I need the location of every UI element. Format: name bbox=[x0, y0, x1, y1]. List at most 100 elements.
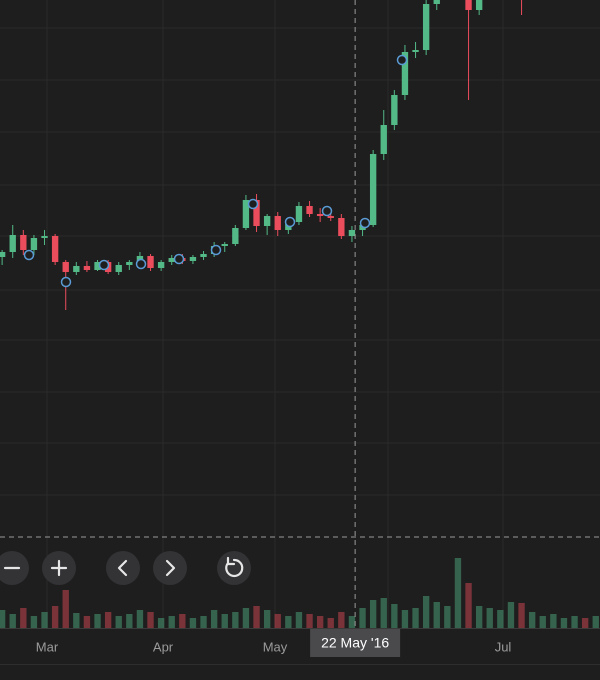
volume-bar bbox=[73, 613, 80, 628]
candle-body bbox=[274, 216, 281, 230]
volume-bar bbox=[338, 612, 345, 628]
volume-bar bbox=[401, 610, 409, 628]
crosshair-label-box bbox=[310, 629, 401, 657]
candle-body bbox=[126, 262, 133, 265]
volume-bar bbox=[528, 612, 536, 628]
candle-body bbox=[73, 266, 80, 272]
volume-bar bbox=[62, 590, 69, 628]
candle-body bbox=[157, 262, 165, 268]
candle-body bbox=[338, 218, 345, 236]
volume-bar bbox=[316, 616, 324, 628]
candle-body bbox=[316, 214, 324, 216]
volume-bar bbox=[369, 600, 377, 628]
x-tick-label: May bbox=[263, 639, 288, 654]
grid bbox=[0, 27, 600, 496]
candle-body bbox=[306, 206, 313, 214]
crosshair-label: 22 May '16 bbox=[321, 635, 389, 651]
volume-bar bbox=[422, 596, 430, 628]
volume-bar bbox=[592, 616, 599, 628]
candle-body bbox=[253, 200, 260, 226]
candle-body bbox=[83, 266, 91, 270]
volume-bar bbox=[454, 558, 462, 628]
volume-bar bbox=[550, 614, 557, 628]
volume-bar bbox=[20, 608, 27, 628]
volume-bar bbox=[497, 610, 504, 628]
volume-bar bbox=[295, 612, 303, 628]
volume-bar bbox=[359, 608, 366, 628]
candle-body bbox=[242, 200, 250, 228]
candle-body bbox=[422, 4, 430, 50]
volume-bar bbox=[147, 612, 154, 628]
volume-bar bbox=[200, 616, 207, 628]
volume-bar bbox=[0, 610, 6, 628]
volume-bar bbox=[444, 606, 451, 628]
candle-body bbox=[94, 262, 101, 270]
volume-bar bbox=[221, 614, 228, 628]
volume-bar bbox=[581, 618, 589, 628]
volume-bar bbox=[391, 604, 398, 628]
volume-bar bbox=[104, 612, 112, 628]
candle-body bbox=[189, 257, 197, 261]
volume-bar bbox=[232, 612, 239, 628]
scroll-right-button[interactable] bbox=[153, 551, 187, 585]
candle-body bbox=[30, 238, 38, 250]
volume-bar bbox=[9, 614, 16, 628]
reset-button[interactable] bbox=[217, 551, 251, 585]
zoom-in-button[interactable] bbox=[42, 551, 76, 585]
candle-body bbox=[433, 0, 440, 4]
volume-bar bbox=[126, 614, 133, 628]
candle-body bbox=[200, 254, 207, 257]
volume-bar bbox=[285, 616, 292, 628]
time-axis: MarAprMayJunJul bbox=[36, 639, 512, 654]
candle-body bbox=[348, 230, 356, 236]
candle-body bbox=[465, 0, 472, 10]
volume-bar bbox=[51, 606, 59, 628]
candle-body bbox=[9, 235, 16, 252]
candle-body bbox=[62, 262, 69, 272]
volume-bar bbox=[253, 606, 260, 628]
candle-body bbox=[401, 52, 409, 95]
volume-bar bbox=[348, 616, 356, 628]
volume-bar bbox=[465, 583, 472, 628]
volume-bar bbox=[30, 616, 38, 628]
event-markers bbox=[23, 54, 408, 288]
volume-bar bbox=[168, 616, 175, 628]
volume-bar bbox=[179, 614, 186, 628]
volume-bar bbox=[571, 616, 578, 628]
scroll-left-button[interactable] bbox=[106, 551, 140, 585]
candle-body bbox=[147, 256, 154, 268]
volume-pane bbox=[0, 558, 599, 628]
x-tick-label: Mar bbox=[36, 639, 59, 654]
candle-body bbox=[0, 252, 6, 257]
volume-bar bbox=[560, 618, 568, 628]
candle-body bbox=[412, 50, 419, 52]
volume-bar bbox=[210, 610, 218, 628]
volume-bar bbox=[157, 618, 165, 628]
candle-body bbox=[391, 95, 398, 125]
volume-bar bbox=[115, 616, 122, 628]
candle-body bbox=[380, 125, 387, 154]
candle-body bbox=[263, 216, 271, 226]
volume-bar bbox=[539, 616, 546, 628]
vertical-grid bbox=[46, 0, 504, 628]
volume-bar bbox=[507, 602, 515, 628]
candle-body bbox=[168, 258, 175, 262]
volume-bar bbox=[242, 608, 250, 628]
volume-bar bbox=[486, 608, 493, 628]
candle-body bbox=[20, 235, 27, 250]
volume-bar bbox=[433, 602, 440, 628]
candle-body bbox=[115, 265, 122, 272]
candle-body bbox=[41, 236, 48, 238]
x-tick-label: Apr bbox=[153, 639, 174, 654]
volume-bar bbox=[518, 603, 525, 628]
zoom-out-button[interactable] bbox=[0, 551, 29, 585]
candle-body bbox=[475, 0, 483, 10]
volume-bar bbox=[412, 608, 419, 628]
candle-body bbox=[327, 216, 334, 218]
candle-body bbox=[221, 244, 228, 246]
candle-body bbox=[232, 228, 239, 244]
candle-body bbox=[295, 206, 303, 222]
candle-body bbox=[369, 154, 377, 225]
volume-bar bbox=[475, 606, 483, 628]
